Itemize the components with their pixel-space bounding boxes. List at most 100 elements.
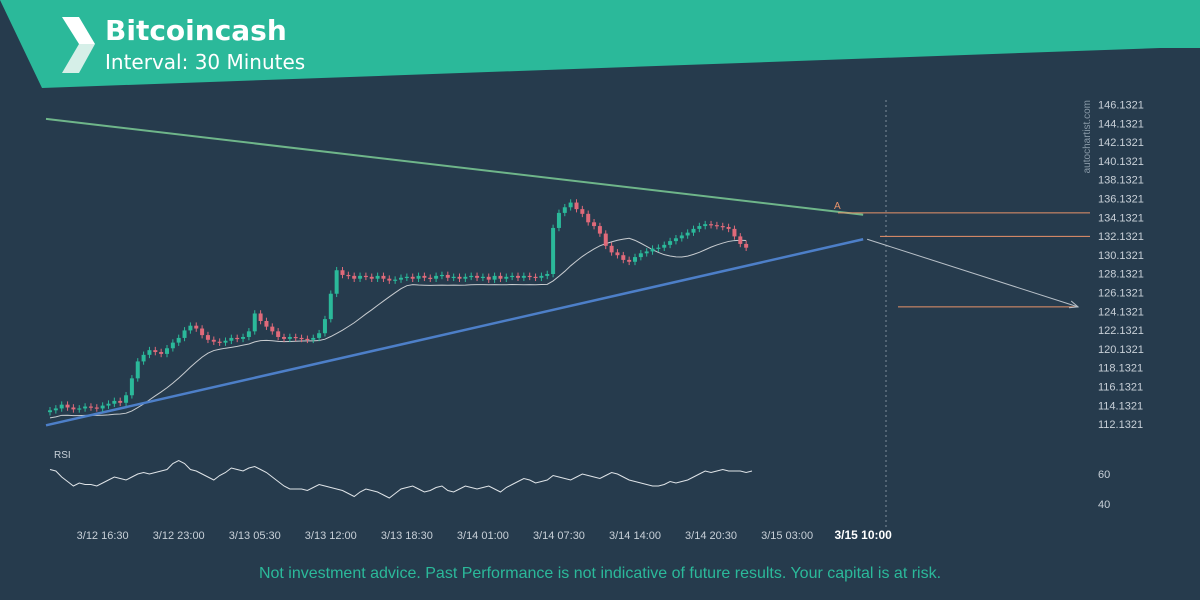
candle-body xyxy=(574,202,579,210)
rsi-label: RSI xyxy=(54,450,71,461)
candle-body xyxy=(287,336,292,339)
candle-body xyxy=(445,274,450,278)
candle-body xyxy=(48,410,52,413)
candle-body xyxy=(709,224,714,226)
candle-body xyxy=(112,400,117,404)
candle xyxy=(621,251,626,264)
candle xyxy=(685,229,690,239)
candle xyxy=(71,404,76,413)
candle xyxy=(644,248,649,257)
candle-body xyxy=(428,277,433,279)
candle xyxy=(223,337,228,346)
candle xyxy=(246,328,251,341)
candle xyxy=(627,256,632,266)
candle-body xyxy=(53,408,58,411)
candle-body xyxy=(516,275,520,278)
candle xyxy=(194,322,199,332)
candle-body xyxy=(135,361,140,379)
candle xyxy=(258,310,263,325)
y-tick-label: 112.1321 xyxy=(1098,419,1143,431)
candle-body xyxy=(621,255,626,260)
y-tick-label: 126.1321 xyxy=(1098,288,1144,300)
candle-body xyxy=(697,226,702,229)
candle xyxy=(200,325,205,339)
y-tick-label: 124.1321 xyxy=(1098,306,1144,318)
candle xyxy=(282,333,286,343)
forecast-arrow-line xyxy=(866,238,1079,308)
candle-body xyxy=(381,275,386,279)
candle xyxy=(363,272,368,281)
candle xyxy=(399,274,403,283)
candle-body xyxy=(451,276,456,279)
candle xyxy=(545,270,550,280)
candle xyxy=(112,397,117,408)
candle-body xyxy=(597,226,602,234)
candle-body xyxy=(685,232,690,236)
candle xyxy=(83,403,88,412)
candle-body xyxy=(475,275,480,278)
candle-body xyxy=(404,276,409,279)
candle-body xyxy=(252,313,257,332)
candle xyxy=(410,273,415,282)
candle xyxy=(609,242,614,256)
candle-body xyxy=(568,202,573,208)
y-tick-label: 142.1321 xyxy=(1098,137,1144,149)
candle xyxy=(504,273,509,282)
candle xyxy=(188,322,193,334)
candle xyxy=(422,272,427,282)
y-tick-label: 118.1321 xyxy=(1098,363,1143,375)
candle-body xyxy=(270,326,275,332)
candle-body xyxy=(416,275,421,279)
candle-body xyxy=(141,354,146,362)
candle xyxy=(486,273,491,283)
candle xyxy=(709,220,714,229)
y-tick-label: 122.1321 xyxy=(1098,325,1144,337)
y-tick-label: 136.1321 xyxy=(1098,194,1144,206)
support-trendline xyxy=(45,238,864,427)
candle-body xyxy=(703,224,708,227)
candle xyxy=(562,203,567,217)
candle-body xyxy=(679,235,684,239)
candle-body xyxy=(106,403,111,406)
y-tick-label: 116.1321 xyxy=(1098,382,1143,394)
candle xyxy=(94,404,99,412)
candle-body xyxy=(691,228,696,233)
interval-label: Interval: 30 Minutes xyxy=(105,50,306,74)
candle xyxy=(217,338,222,346)
watermark: autochartist.com xyxy=(1082,100,1093,174)
candle xyxy=(516,272,520,282)
y-tick-label: 132.1321 xyxy=(1098,231,1144,243)
candle-body xyxy=(615,252,620,256)
candle-body xyxy=(375,275,380,279)
candle-body xyxy=(352,275,357,279)
candle xyxy=(568,199,573,211)
candle xyxy=(457,273,462,282)
candle-body xyxy=(188,325,193,331)
candle-body xyxy=(744,243,749,248)
y-tick-label: 146.1321 xyxy=(1098,100,1144,112)
candle-body xyxy=(211,339,216,342)
x-tick-label: 3/13 18:30 xyxy=(381,530,433,542)
candle-body xyxy=(539,275,544,278)
x-tick-label: 3/14 01:00 xyxy=(457,530,509,542)
candle xyxy=(732,225,737,240)
candle-body xyxy=(410,276,415,279)
candle-body xyxy=(205,335,210,340)
y-tick-label: 120.1321 xyxy=(1098,344,1144,356)
candle xyxy=(615,249,620,259)
candle-body xyxy=(305,338,310,341)
candle-body xyxy=(246,331,251,337)
candle-body xyxy=(609,245,614,253)
candle xyxy=(48,407,52,416)
y-tick-label: 138.1321 xyxy=(1098,175,1144,187)
candle xyxy=(88,403,93,411)
x-tick-label: 3/15 10:00 xyxy=(834,528,892,542)
candle-body xyxy=(276,331,281,337)
candle-body xyxy=(644,251,649,254)
candle xyxy=(270,323,275,335)
candle-body xyxy=(170,342,175,349)
candle-body xyxy=(346,274,351,277)
candle-body xyxy=(399,277,403,280)
candle xyxy=(159,348,164,358)
